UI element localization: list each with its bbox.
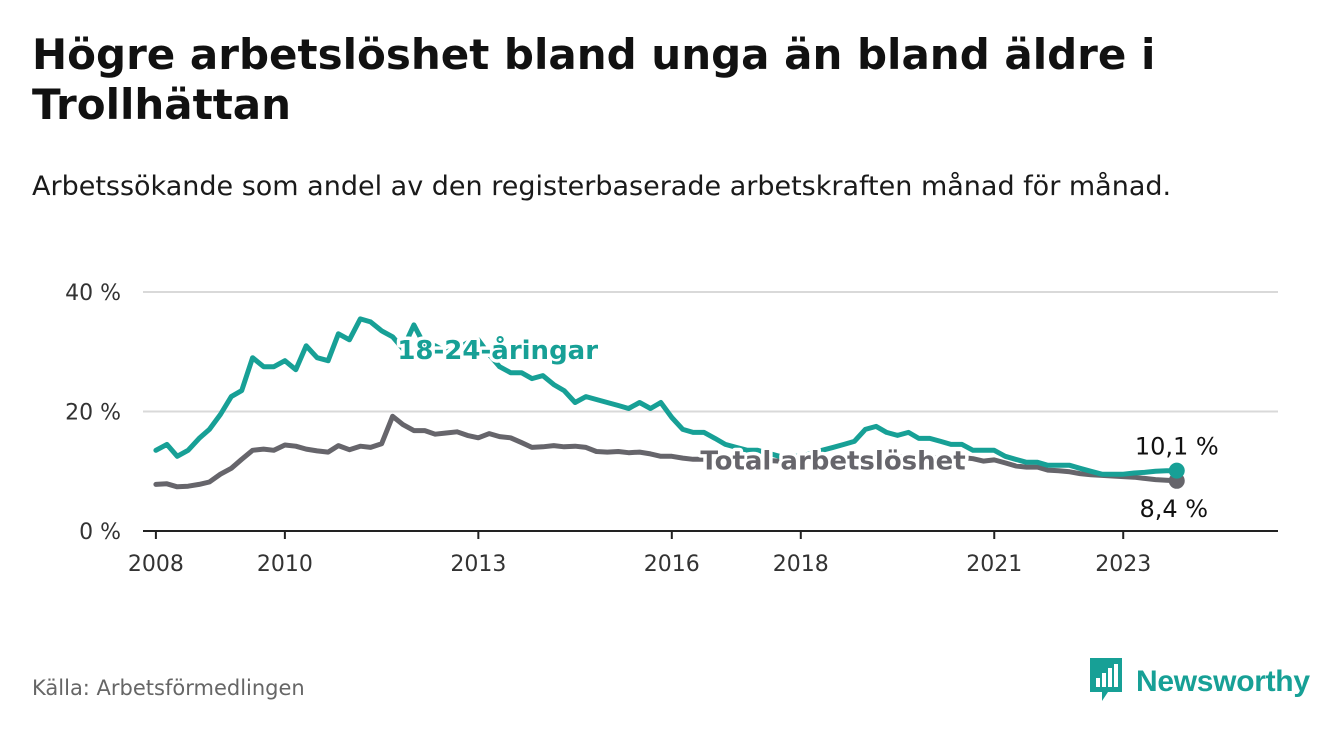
page-title: Högre arbetslöshet bland unga än bland ä… bbox=[32, 30, 1156, 129]
label-layer: 18-24-åringar Total arbetslöshet 10,1 % 8,4… bbox=[394, 330, 1219, 523]
series-line-total-arbetslöshet bbox=[153, 413, 1180, 490]
newsworthy-logo-icon bbox=[1088, 658, 1124, 706]
x-tick-label: 2013 bbox=[450, 552, 506, 577]
series-annotation: 18-24-åringar bbox=[397, 334, 598, 366]
y-tick-label: 40 % bbox=[65, 281, 121, 306]
brand-logo[interactable]: Newsworthy bbox=[1088, 658, 1310, 706]
end-value-label: 10,1 % bbox=[1135, 433, 1219, 461]
x-tick-label: 2021 bbox=[966, 552, 1022, 577]
end-value-label: 8,4 % bbox=[1139, 495, 1208, 523]
y-tick-label: 20 % bbox=[65, 401, 121, 426]
series-annotation: Total arbetslöshet bbox=[700, 446, 965, 476]
series-line-18-24-åringar bbox=[153, 316, 1180, 477]
x-tick-label: 2008 bbox=[128, 552, 184, 577]
series-end-dot bbox=[1168, 462, 1185, 479]
x-tick-label: 2016 bbox=[644, 552, 700, 577]
y-axis-ticks: 0 % 20 % 40 % bbox=[65, 281, 121, 545]
grid-layer bbox=[143, 291, 1278, 413]
x-tick-label: 2023 bbox=[1095, 552, 1151, 577]
x-tick-label: 2010 bbox=[257, 552, 313, 577]
line-chart: 0 % 20 % 40 % 2008 2010 2013 2016 2018 2021 2023… bbox=[65, 281, 1278, 577]
chart-subtitle: Arbetssökande som andel av den registerb… bbox=[32, 171, 1172, 202]
y-tick-label: 0 % bbox=[79, 520, 121, 545]
brand-name: Newsworthy bbox=[1136, 665, 1310, 698]
series-layer bbox=[153, 316, 1185, 490]
source-note: Källa: Arbetsförmedlingen bbox=[32, 676, 305, 700]
x-tick-label: 2018 bbox=[773, 552, 829, 577]
x-axis-ticks: 2008 2010 2013 2016 2018 2021 2023 bbox=[128, 531, 1151, 577]
